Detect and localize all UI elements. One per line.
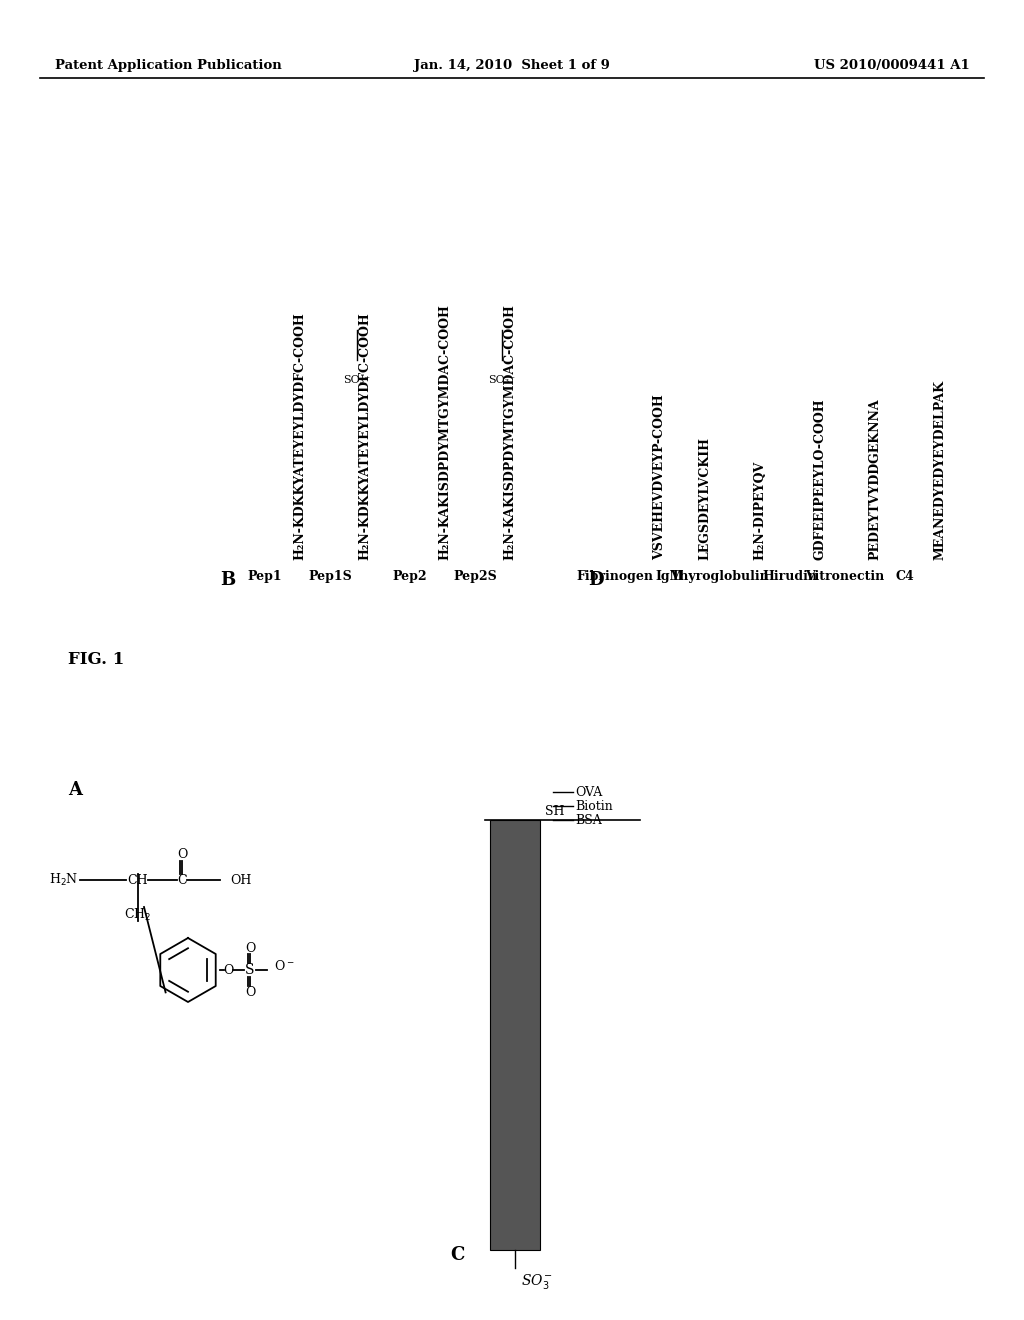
Text: SH: SH (545, 805, 564, 818)
Text: Vitronectin: Vitronectin (805, 570, 885, 583)
Text: OVA: OVA (575, 785, 602, 799)
Text: Fibrinogen: Fibrinogen (577, 570, 653, 583)
Text: O: O (245, 941, 255, 954)
Text: Patent Application Publication: Patent Application Publication (55, 58, 282, 71)
Text: C: C (450, 1246, 464, 1265)
Text: GDFEEIPEEYLO-COOH: GDFEEIPEEYLO-COOH (813, 399, 826, 560)
Text: H$_2$N: H$_2$N (48, 873, 78, 888)
Text: Biotin: Biotin (575, 800, 612, 813)
Text: MEANEDYEDYEYDELPAK: MEANEDYEDYEYDELPAK (934, 380, 946, 560)
Text: SO₃⁻: SO₃⁻ (343, 375, 371, 385)
Text: Pep1S: Pep1S (308, 570, 352, 583)
Text: LEGSDEYLVCKIH: LEGSDEYLVCKIH (698, 437, 712, 560)
Text: H₂N-DIPEYQV: H₂N-DIPEYQV (754, 461, 767, 560)
Text: S: S (246, 964, 255, 977)
Text: BSA: BSA (575, 813, 602, 826)
Text: O$^-$: O$^-$ (274, 960, 295, 973)
Text: PEDEYTVYDDGEKNNA: PEDEYTVYDDGEKNNA (868, 399, 882, 560)
Text: H₂N-KAKISDPDYMTGYMDAC-COOH: H₂N-KAKISDPDYMTGYMDAC-COOH (504, 304, 516, 560)
Text: FIG. 1: FIG. 1 (68, 652, 124, 668)
Text: Hirudin: Hirudin (763, 570, 817, 583)
Text: O: O (223, 964, 233, 977)
Text: US 2010/0009441 A1: US 2010/0009441 A1 (814, 58, 970, 71)
Text: OH: OH (230, 874, 251, 887)
Text: Jan. 14, 2010  Sheet 1 of 9: Jan. 14, 2010 Sheet 1 of 9 (414, 58, 610, 71)
Text: A: A (68, 781, 82, 799)
Text: O: O (177, 849, 187, 862)
Text: H₂N-KDKKYATEYEYLDYDFC-COOH: H₂N-KDKKYATEYEYLDYDFC-COOH (294, 313, 306, 560)
Text: Thyroglobulin: Thyroglobulin (671, 570, 769, 583)
Text: Pep1: Pep1 (248, 570, 283, 583)
Text: SO₃⁻: SO₃⁻ (488, 375, 515, 385)
Text: C4: C4 (896, 570, 914, 583)
Bar (490, 820, 540, 1250)
Text: O: O (245, 986, 255, 998)
Text: SO$_3^-$: SO$_3^-$ (521, 1272, 553, 1291)
Text: IgM: IgM (655, 570, 684, 583)
Text: C: C (177, 874, 186, 887)
Text: Pep2S: Pep2S (454, 570, 497, 583)
Text: Pep2: Pep2 (392, 570, 427, 583)
Text: H₂N-KDKKYATEYEYLDYDFC-COOH: H₂N-KDKKYATEYEYLDYDFC-COOH (358, 313, 372, 560)
Text: CH: CH (128, 874, 148, 887)
Text: D: D (588, 572, 603, 589)
Text: VSVEHEVDVEYP-COOH: VSVEHEVDVEYP-COOH (653, 395, 667, 560)
Text: H₂N-KAKISDPDYMTGYMDAC-COOH: H₂N-KAKISDPDYMTGYMDAC-COOH (438, 304, 452, 560)
Text: CH$_2$: CH$_2$ (124, 907, 152, 923)
Text: B: B (220, 572, 236, 589)
